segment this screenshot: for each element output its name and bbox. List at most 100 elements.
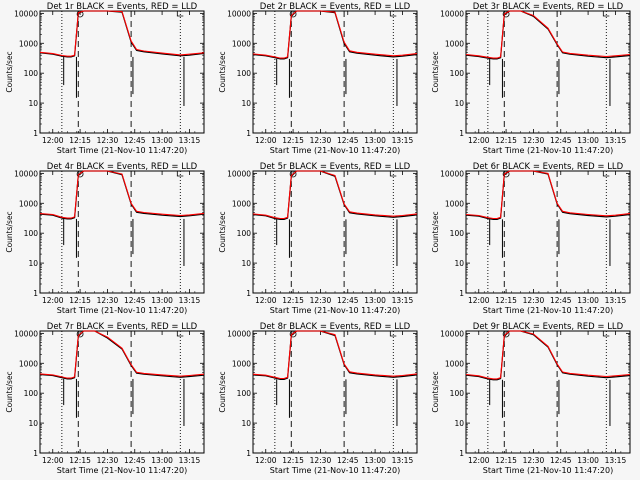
attenuator-marker (389, 171, 397, 177)
events-series-line (465, 330, 631, 381)
lld-series-line (39, 10, 205, 57)
attenuator-marker (602, 331, 610, 337)
x-tick-label: 12:15 (282, 296, 304, 305)
y-tick-label: 10000 (14, 169, 38, 178)
x-tick-label: 12:45 (124, 296, 146, 305)
detector-panel-4: Det 4r BLACK = Events, RED = LLD 1 10 100 10… (5, 162, 205, 315)
plot-frame (39, 170, 205, 294)
panel-title: Det 7r BLACK = Events, RED = LLD (47, 322, 198, 332)
y-tick-label: 1000 (19, 359, 38, 368)
events-series-line (465, 170, 631, 220)
y-tick-label: 100 (24, 389, 39, 398)
x-axis-label: Start Time (21-Nov-10 11:47:20) (483, 146, 613, 155)
y-tick-label: 1 (246, 289, 251, 298)
x-axis-label: Start Time (21-Nov-10 11:47:20) (57, 466, 187, 475)
x-tick-label: 12:00 (42, 296, 64, 305)
y-tick-label: 10 (454, 259, 464, 268)
x-tick-label: 12:15 (495, 296, 517, 305)
attenuator-marker (76, 330, 84, 338)
y-tick-label: 100 (237, 69, 252, 78)
lld-series-line (252, 170, 418, 220)
y-tick-label: 10 (241, 419, 251, 428)
x-tick-label: 13:00 (577, 296, 599, 305)
plot-frame (252, 330, 418, 454)
y-tick-label: 1 (33, 449, 38, 458)
panel-title: Det 6r BLACK = Events, RED = LLD (473, 162, 624, 172)
x-tick-label: 13:15 (179, 456, 201, 465)
plot-frame (252, 170, 418, 294)
y-tick-label: 10 (28, 99, 38, 108)
x-tick-label: 13:15 (392, 136, 414, 145)
y-tick-label: 1 (246, 129, 251, 138)
attenuator-marker (176, 171, 184, 177)
attenuator-marker (389, 331, 397, 337)
x-axis-label: Start Time (21-Nov-10 11:47:20) (270, 466, 400, 475)
x-axis-label: Start Time (21-Nov-10 11:47:20) (270, 306, 400, 315)
attenuator-marker (76, 170, 84, 178)
lld-series-line (39, 170, 205, 219)
plot-frame (39, 10, 205, 134)
x-axis-label: Start Time (21-Nov-10 11:47:20) (57, 306, 187, 315)
x-tick-label: 13:00 (151, 136, 173, 145)
x-tick-label: 12:00 (42, 136, 64, 145)
events-series-line (39, 10, 205, 58)
y-tick-label: 1 (459, 289, 464, 298)
x-tick-label: 12:15 (69, 136, 91, 145)
y-tick-label: 1 (33, 289, 38, 298)
y-tick-label: 1 (246, 449, 251, 458)
plot-frame (465, 330, 631, 454)
y-tick-label: 1 (459, 449, 464, 458)
x-tick-label: 12:15 (495, 456, 517, 465)
y-tick-label: 10 (454, 419, 464, 428)
x-tick-label: 12:45 (550, 296, 572, 305)
x-tick-label: 12:45 (337, 296, 359, 305)
y-tick-label: 10 (241, 99, 251, 108)
y-tick-label: 1000 (445, 39, 464, 48)
x-tick-label: 12:45 (337, 456, 359, 465)
y-tick-label: 1000 (232, 199, 251, 208)
y-tick-label: 10000 (440, 329, 464, 338)
x-tick-label: 12:30 (310, 296, 332, 305)
y-axis-label: Counts/sec (431, 211, 440, 252)
attenuator-marker (289, 170, 297, 178)
y-tick-label: 100 (24, 69, 39, 78)
events-series-line (465, 10, 631, 60)
detector-panel-5: Det 5r BLACK = Events, RED = LLD 1 10 100 10… (218, 162, 418, 315)
panel-title: Det 8r BLACK = Events, RED = LLD (260, 322, 411, 332)
y-tick-label: 1 (33, 129, 38, 138)
y-tick-label: 10000 (14, 329, 38, 338)
panel-title: Det 4r BLACK = Events, RED = LLD (47, 162, 198, 172)
y-tick-label: 100 (450, 229, 465, 238)
plot-frame (252, 10, 418, 134)
x-tick-label: 12:15 (69, 296, 91, 305)
y-tick-label: 10 (241, 259, 251, 268)
attenuator-marker (176, 331, 184, 337)
x-tick-label: 12:30 (97, 296, 119, 305)
x-axis-label: Start Time (21-Nov-10 11:47:20) (483, 306, 613, 315)
x-tick-label: 12:00 (255, 136, 277, 145)
y-tick-label: 1000 (445, 359, 464, 368)
x-axis-label: Start Time (21-Nov-10 11:47:20) (270, 146, 400, 155)
panel-title: Det 9r BLACK = Events, RED = LLD (473, 322, 624, 332)
lld-series-line (465, 10, 631, 59)
y-axis-label: Counts/sec (218, 211, 227, 252)
events-series-line (252, 330, 418, 380)
attenuator-marker (289, 330, 297, 338)
y-tick-label: 10 (28, 419, 38, 428)
x-tick-label: 12:30 (523, 456, 545, 465)
y-tick-label: 10000 (227, 169, 251, 178)
x-tick-label: 12:45 (124, 136, 146, 145)
x-tick-label: 12:45 (337, 136, 359, 145)
detector-panel-8: Det 8r BLACK = Events, RED = LLD 1 10 100 10… (218, 322, 418, 475)
x-tick-label: 12:45 (550, 456, 572, 465)
y-tick-label: 10000 (227, 9, 251, 18)
y-axis-label: Counts/sec (431, 51, 440, 92)
lld-series-line (39, 330, 205, 379)
detector-panel-7: Det 7r BLACK = Events, RED = LLD 1 10 100 10… (5, 322, 205, 475)
x-axis-label: Start Time (21-Nov-10 11:47:20) (483, 466, 613, 475)
x-tick-label: 12:30 (97, 456, 119, 465)
attenuator-marker (502, 330, 510, 338)
y-axis-label: Counts/sec (5, 371, 14, 412)
y-axis-label: Counts/sec (5, 51, 14, 92)
